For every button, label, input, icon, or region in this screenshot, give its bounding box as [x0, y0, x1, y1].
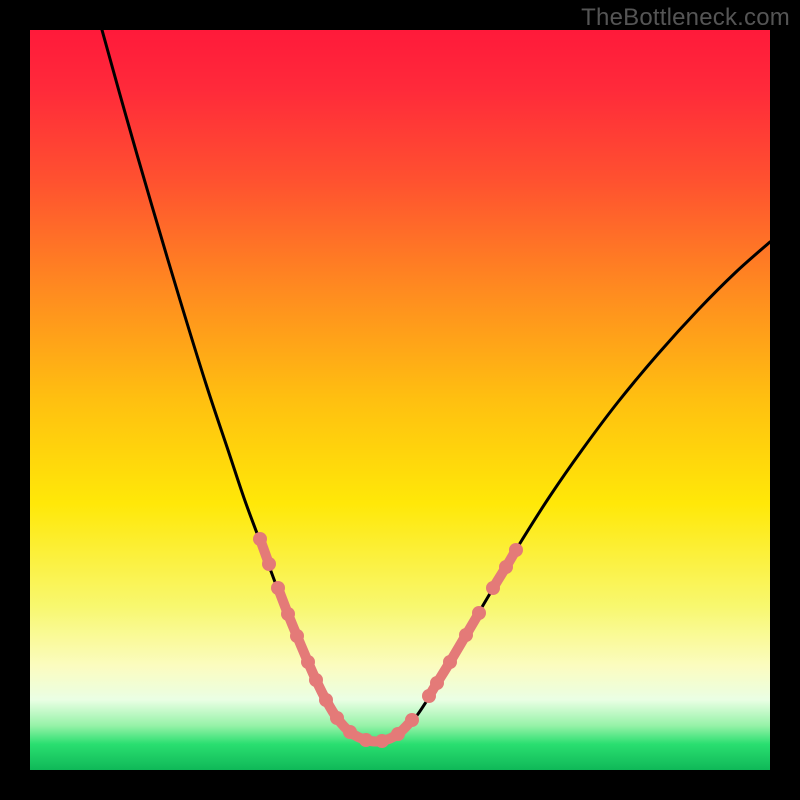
watermark-text: TheBottleneck.com [581, 4, 790, 32]
marker-dot [330, 711, 344, 725]
chart-frame: TheBottleneck.com [0, 0, 800, 800]
marker-dot [290, 629, 304, 643]
marker-dot [405, 713, 419, 727]
plot-background [30, 30, 770, 770]
marker-dot [422, 689, 436, 703]
marker-dot [301, 655, 315, 669]
marker-dot [281, 607, 295, 621]
bottleneck-chart [0, 0, 800, 800]
marker-dot [375, 734, 389, 748]
marker-dot [262, 557, 276, 571]
marker-dot [430, 676, 444, 690]
marker-dot [443, 655, 457, 669]
marker-dot [309, 673, 323, 687]
marker-dot [486, 581, 500, 595]
marker-dot [499, 560, 513, 574]
marker-dot [459, 628, 473, 642]
marker-dot [253, 532, 267, 546]
marker-dot [391, 727, 405, 741]
marker-dot [472, 606, 486, 620]
marker-dot [509, 543, 523, 557]
marker-dot [343, 725, 357, 739]
marker-dot [319, 693, 333, 707]
marker-dot [271, 581, 285, 595]
marker-dot [359, 733, 373, 747]
